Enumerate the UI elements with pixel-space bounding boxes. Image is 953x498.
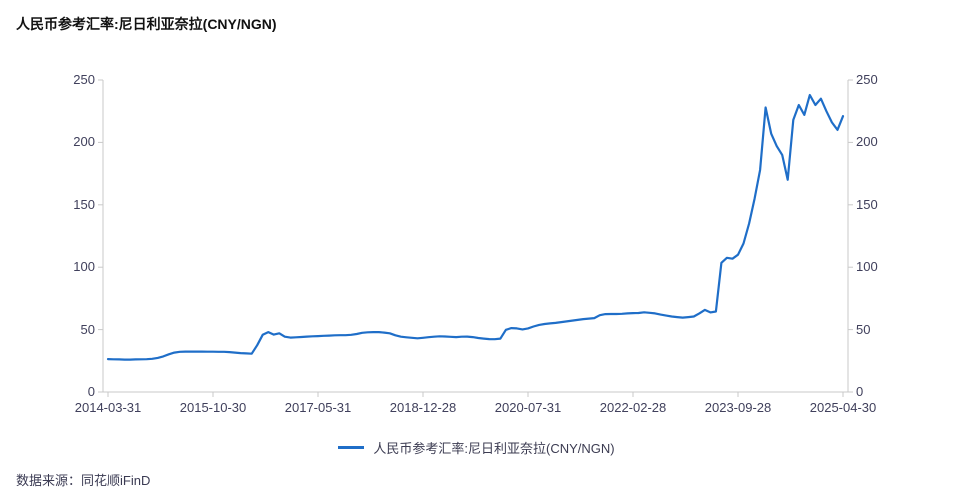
x-axis-tick-label: 2014-03-31	[74, 400, 142, 415]
y-axis-left-tick-label: 200	[73, 134, 95, 150]
y-axis-right-tick-label: 250	[856, 72, 878, 87]
y-axis-right-tick-label: 100	[856, 259, 878, 275]
legend-line-swatch-icon	[338, 446, 365, 449]
y-axis-left-tick-label: 50	[80, 321, 95, 337]
x-axis-tick-label: 2022-02-28	[599, 400, 667, 415]
x-axis-tick-label: 2023-09-28	[704, 400, 772, 415]
legend: 人民币参考汇率:尼日利亚奈拉(CNY/NGN)	[0, 438, 953, 457]
legend-label: 人民币参考汇率:尼日利亚奈拉(CNY/NGN)	[373, 441, 615, 456]
y-axis-left-tick-label: 150	[73, 196, 95, 212]
y-axis-right-tick-label: 200	[856, 134, 878, 150]
x-axis-tick-label: 2025-04-30	[809, 400, 877, 415]
y-axis-left-tick-label: 250	[73, 72, 95, 87]
y-axis-right-tick-label: 150	[856, 196, 878, 212]
y-axis-left-tick-label: 0	[87, 384, 95, 399]
y-axis-right-tick-label: 0	[856, 384, 864, 399]
y-axis-right-tick-label: 50	[856, 321, 871, 337]
x-axis-tick-label: 2017-05-31	[284, 400, 352, 415]
data-source-note: 数据来源：同花顺iFinD	[16, 473, 151, 488]
chart-title: 人民币参考汇率:尼日利亚奈拉(CNY/NGN)	[16, 16, 277, 32]
x-axis-tick-label: 2020-07-31	[494, 400, 562, 415]
series-line-cny-ngn	[106, 93, 845, 361]
y-axis-left-tick-label: 100	[73, 259, 95, 275]
legend-item-cny-ngn[interactable]: 人民币参考汇率:尼日利亚奈拉(CNY/NGN)	[338, 438, 615, 457]
x-axis-tick-label: 2018-12-28	[389, 400, 457, 415]
x-axis-tick-label: 2015-10-30	[179, 400, 247, 415]
